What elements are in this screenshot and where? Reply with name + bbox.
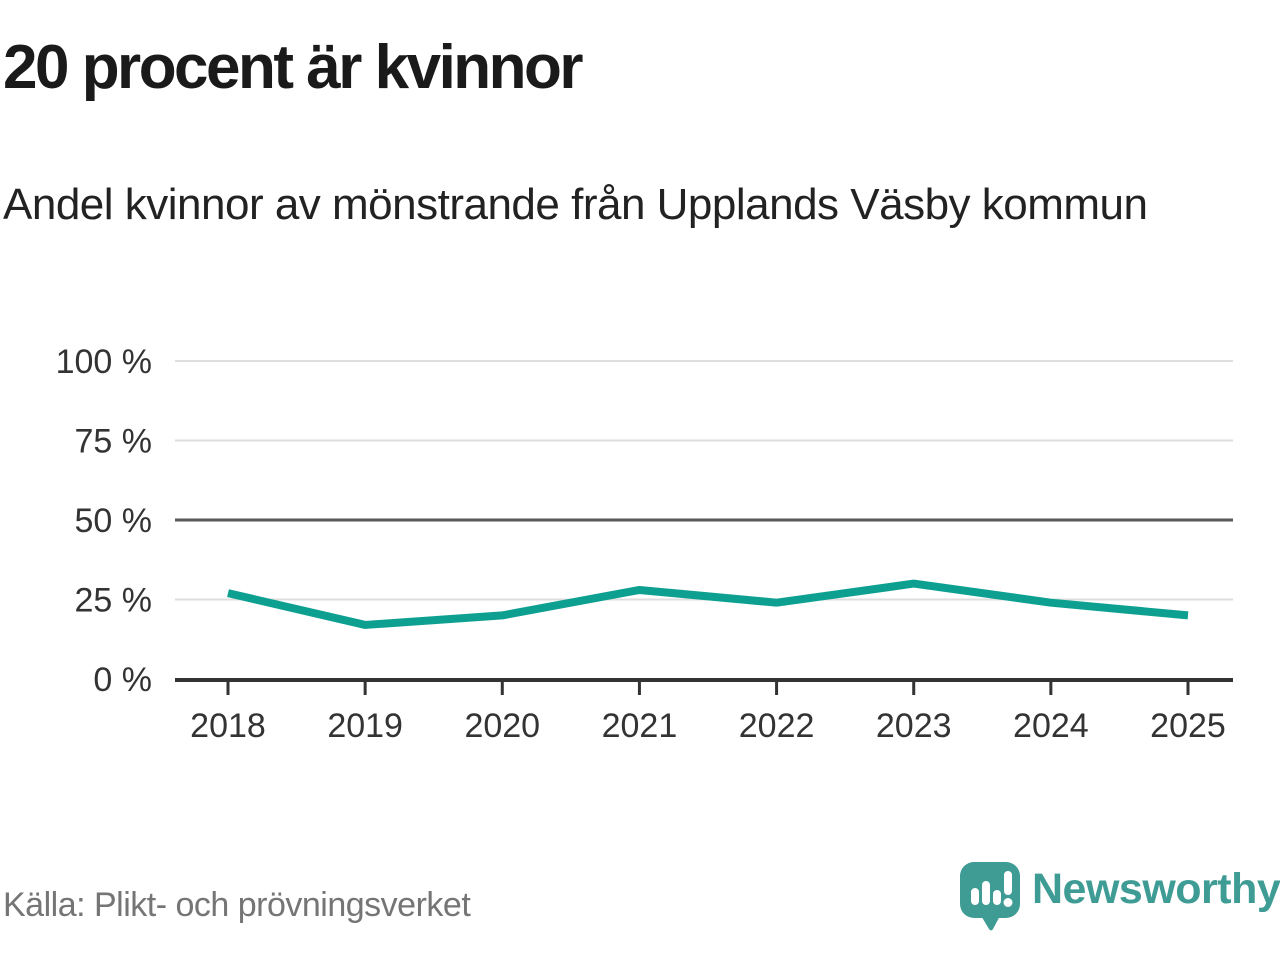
x-tick-label: 2024: [1013, 707, 1089, 745]
y-tick-label: 50 %: [75, 502, 153, 540]
data-line: [227, 579, 1189, 629]
y-axis-labels: 0 % 25 % 50 % 75 % 100 %: [56, 343, 152, 699]
x-tick-label: 2022: [739, 707, 815, 745]
brand-lockup: Newsworthy: [960, 860, 1280, 940]
data-series: [227, 579, 1189, 629]
newsworthy-logo-icon: [960, 862, 1020, 931]
x-tick-label: 2020: [464, 707, 540, 745]
source-text: Källa: Plikt- och prövningsverket: [3, 886, 471, 924]
y-tick-label: 75 %: [75, 423, 153, 461]
x-tick-label: 2021: [602, 707, 678, 745]
x-axis: [175, 678, 1233, 695]
gridlines: [175, 360, 1233, 601]
chart-subtitle: Andel kvinnor av mönstrande från Uppland…: [3, 180, 1148, 229]
y-tick-label: 100 %: [56, 343, 152, 381]
y-tick-label: 25 %: [75, 582, 153, 620]
chart-title: 20 procent är kvinnor: [3, 33, 584, 102]
x-tick-label: 2023: [876, 707, 952, 745]
brand-wordmark: Newsworthy: [1032, 865, 1280, 913]
x-tick-label: 2019: [327, 707, 403, 745]
x-tick-label: 2018: [190, 707, 266, 745]
x-axis-labels: 2018 2019 2020 2021 2022 2023 2024 2025: [190, 707, 1226, 745]
y-tick-label: 0 %: [93, 661, 152, 699]
x-tick-label: 2025: [1150, 707, 1226, 745]
